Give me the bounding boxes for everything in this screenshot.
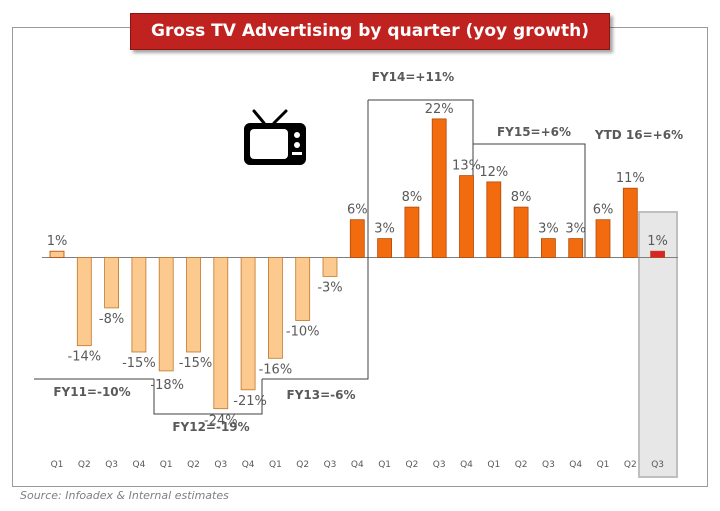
tick-label-11: Q4 [351,460,364,470]
value-label-21: 11% [616,171,645,186]
tick-label-21: Q2 [624,460,637,470]
bracket-fy13 [262,100,369,380]
tick-label-20: Q1 [597,460,610,470]
tick-label-5: Q2 [187,460,200,470]
bar-2 [104,257,119,309]
annotation-fy11: FY11=-10% [53,385,130,399]
value-label-8: -16% [259,362,293,377]
bar-0 [49,250,65,258]
annotation-fy14: FY14=+11% [372,70,454,84]
value-label-15: 13% [452,159,481,174]
value-label-10: -3% [317,280,342,295]
bar-17 [513,206,529,258]
value-label-19: 3% [565,222,586,237]
bar-4 [158,257,174,372]
bracket-fy15 [473,143,586,257]
tick-label-17: Q2 [515,460,528,470]
bar-21 [622,187,638,258]
tick-label-6: Q3 [214,460,227,470]
bar-7 [240,257,256,391]
bar-22 [650,250,665,258]
value-label-17: 8% [511,190,532,205]
value-label-5: -15% [179,356,213,371]
bracket-fy12 [153,379,263,415]
tick-label-7: Q4 [242,460,255,470]
bar-12 [377,238,393,258]
bar-3 [131,257,147,353]
bar-14 [431,118,447,258]
value-label-6: -24% [204,414,238,429]
tick-label-22: Q3 [651,460,664,470]
bar-11 [349,219,365,258]
chart-title: Gross TV Advertising by quarter (yoy gro… [130,13,610,50]
tick-label-16: Q1 [487,460,500,470]
bar-1 [76,257,92,347]
bar-6 [213,257,229,410]
bars [49,118,665,410]
value-label-9: -10% [286,325,320,340]
value-label-22: 1% [647,234,668,249]
annotation-fy15: FY15=+6% [497,125,571,139]
value-label-14: 22% [425,102,454,117]
tick-label-1: Q2 [78,460,91,470]
value-label-2: -8% [99,312,124,327]
bar-10 [322,257,338,277]
value-label-1: -14% [68,350,102,365]
tick-label-3: Q4 [132,460,145,470]
value-labels: 1% -14% -8% -15% -18% -15% -24% -21% -16% -10% -3%… [47,102,668,429]
bar-18 [541,238,556,258]
tick-label-8: Q1 [269,460,282,470]
value-label-4: -18% [150,378,184,393]
tick-label-14: Q3 [433,460,446,470]
value-label-3: -15% [122,356,156,371]
tv-icon [244,109,306,165]
annotation-ytd16: YTD 16=+6% [594,128,683,142]
tick-label-2: Q3 [105,460,118,470]
value-label-7: -21% [233,394,267,409]
annotation-fy13: FY13=-6% [287,388,356,402]
tick-label-15: Q4 [460,460,473,470]
value-label-16: 12% [479,165,508,180]
tick-label-9: Q2 [296,460,309,470]
tick-label-0: Q1 [51,460,64,470]
bar-13 [404,206,420,258]
bar-8 [267,257,283,359]
annotation-fy12: FY12=-19% [172,420,249,434]
tick-label-4: Q1 [160,460,173,470]
tick-label-18: Q3 [542,460,555,470]
bar-15 [459,175,474,258]
tick-label-19: Q4 [569,460,582,470]
value-label-11: 6% [347,203,368,218]
value-label-13: 8% [402,190,423,205]
bar-5 [186,257,201,353]
value-label-20: 6% [593,203,614,218]
source-note: Source: Infoadex & Internal estimates [20,489,229,502]
value-label-12: 3% [374,222,395,237]
bar-19 [568,238,584,258]
bar-9 [295,257,311,321]
tick-label-13: Q2 [405,460,418,470]
value-label-18: 3% [538,222,559,237]
bar-16 [486,181,502,258]
x-tick-labels: Q1 Q2 Q3 Q4 Q1 Q2 Q3 Q4 Q1 Q2 Q3 Q4 Q1 Q2 Q3 Q4 Q1 Q2 Q3 Q4… [51,460,664,470]
tick-label-12: Q1 [378,460,391,470]
tick-label-10: Q3 [324,460,337,470]
bar-20 [595,219,611,258]
value-label-0: 1% [47,234,68,249]
